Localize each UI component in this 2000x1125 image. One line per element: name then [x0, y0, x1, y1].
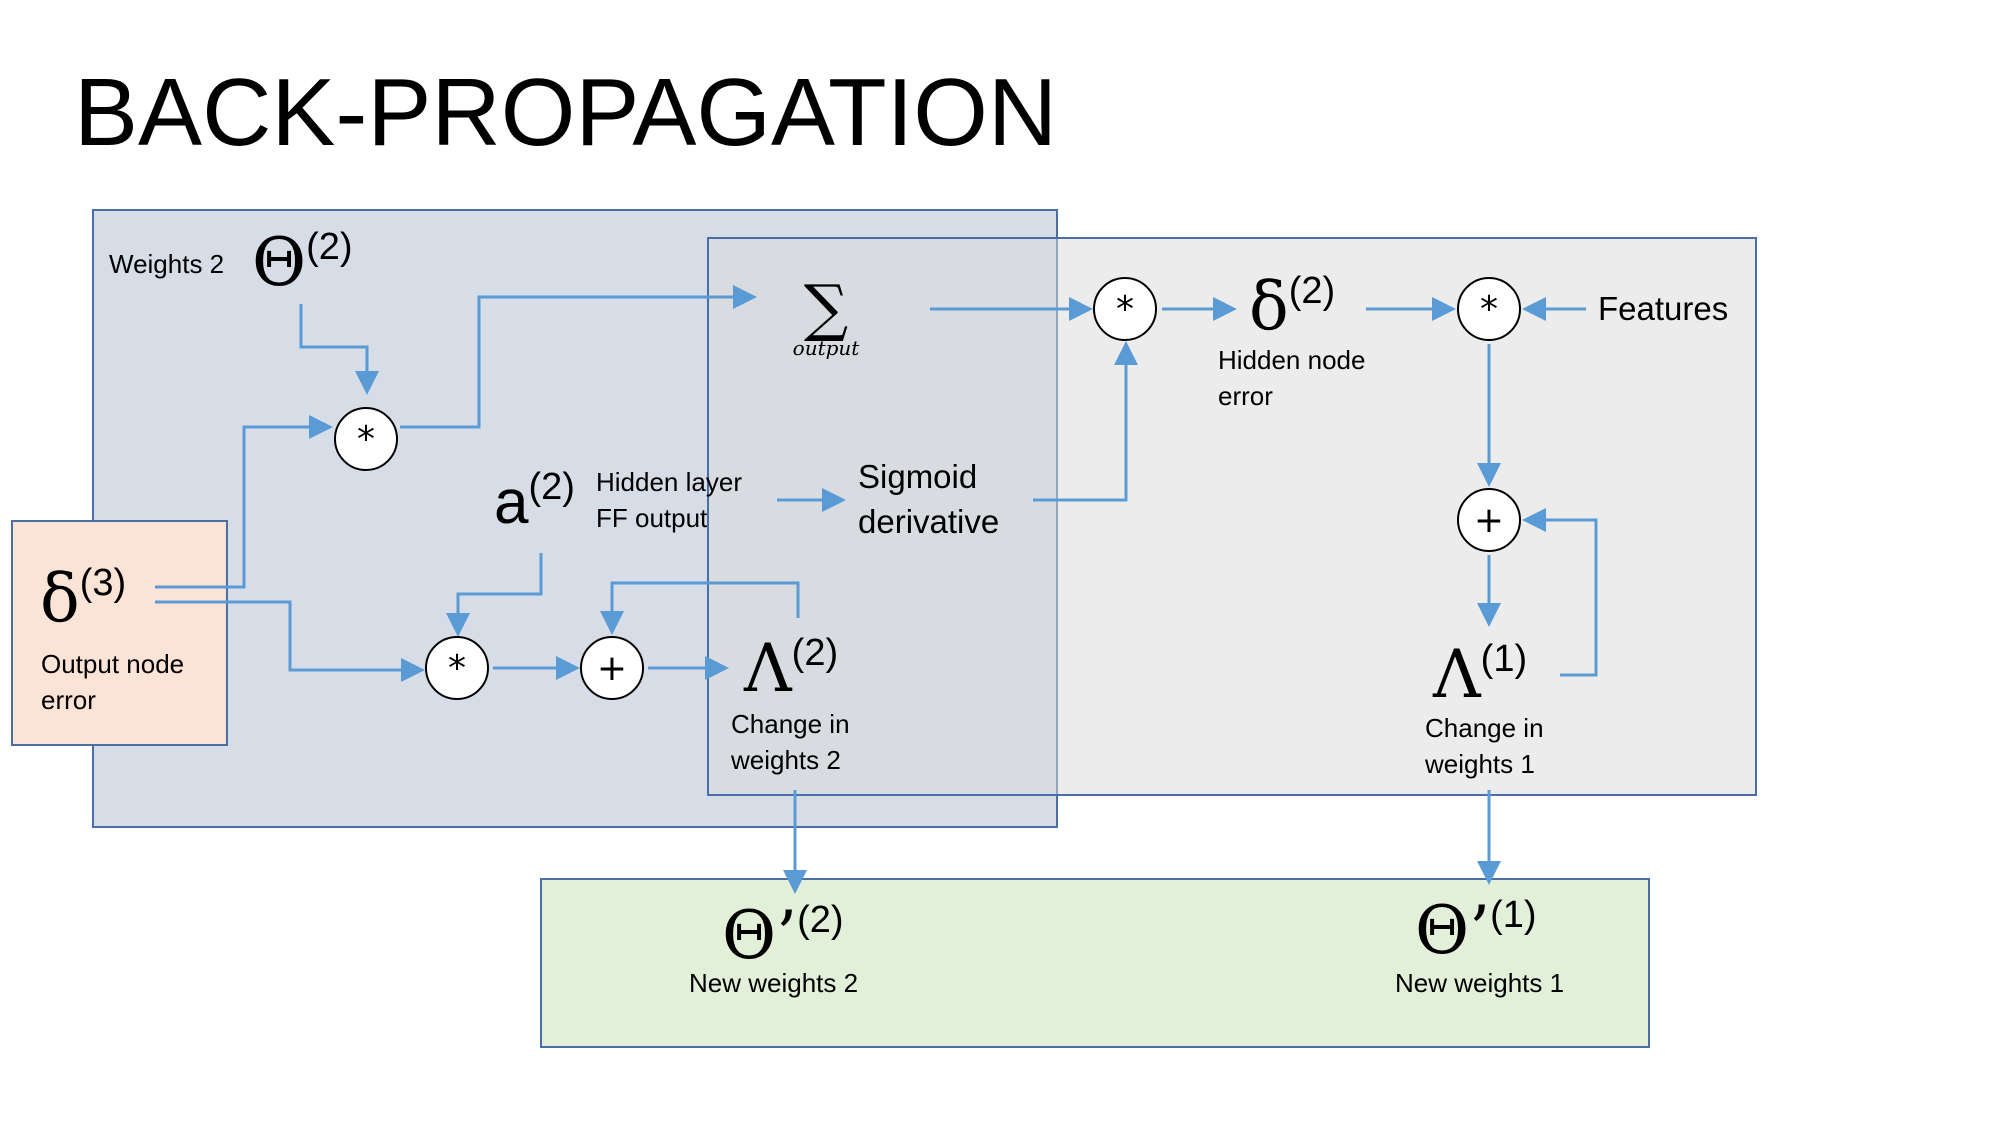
arrow-delta3-to-mult2 [155, 600, 425, 682]
new-theta1-symbol: Θ’(1) [1415, 892, 1537, 969]
arrow-lambda2-loop-to-add1 [600, 581, 800, 635]
theta2-symbol: Θ(2) [252, 224, 353, 301]
features-label: Features [1598, 290, 1729, 327]
change1-label-line2: weights 1 [1425, 749, 1535, 779]
change2-label-line1: Change in [731, 709, 850, 739]
multiply-node-error-activation: * [425, 636, 489, 700]
new-weights1-label: New weights 1 [1395, 968, 1565, 998]
arrow-lambda1-loop-to-add2 [1522, 508, 1598, 677]
output-error-box [11, 520, 228, 746]
delta3-symbol: δ(3) [40, 560, 127, 637]
lambda2-symbol: Λ(2) [744, 630, 839, 707]
arrow-theta2-to-mult1 [299, 304, 379, 395]
sum-output-symbol: ∑ output [792, 271, 860, 360]
multiply-node-delta2-features: * [1457, 277, 1521, 341]
new-theta2-symbol: Θ’(2) [722, 897, 844, 974]
output-error-label-line1: Output node [41, 649, 185, 679]
hidden-layer-region [707, 237, 1757, 796]
lambda1-symbol: Λ(1) [1433, 636, 1528, 713]
activation-label-line1: Hidden layer [596, 467, 742, 497]
add-node-lambda2: + [580, 636, 644, 700]
sigmoid-label-line2: derivative [858, 503, 1000, 540]
multiply-node-weights-error: * [334, 407, 398, 471]
sigmoid-label-line1: Sigmoid [858, 458, 978, 495]
add-node-lambda1: + [1457, 488, 1521, 552]
arrow-sigmoid-to-mult3 [1033, 341, 1138, 502]
hidden-error-label-line2: error [1218, 381, 1273, 411]
activation-label-line2: FF output [596, 503, 708, 533]
page-title: BACK-PROPAGATION [74, 59, 1058, 166]
hidden-error-label-line1: Hidden node [1218, 345, 1366, 375]
delta2-symbol: δ(2) [1249, 268, 1336, 345]
weights2-label: Weights 2 [109, 249, 225, 279]
multiply-node-sum-sigmoid: * [1093, 277, 1157, 341]
arrow-mult1-to-sum [400, 285, 757, 429]
activation-symbol: a(2) [494, 466, 575, 537]
output-error-label-line2: error [41, 685, 96, 715]
arrow-activation-to-mult2 [446, 553, 543, 637]
arrow-delta3-to-mult1 [155, 415, 333, 589]
change2-label-line2: weights 2 [731, 745, 841, 775]
new-weights2-label: New weights 2 [689, 968, 859, 998]
change1-label-line1: Change in [1425, 713, 1544, 743]
new-weights-box [540, 878, 1650, 1048]
